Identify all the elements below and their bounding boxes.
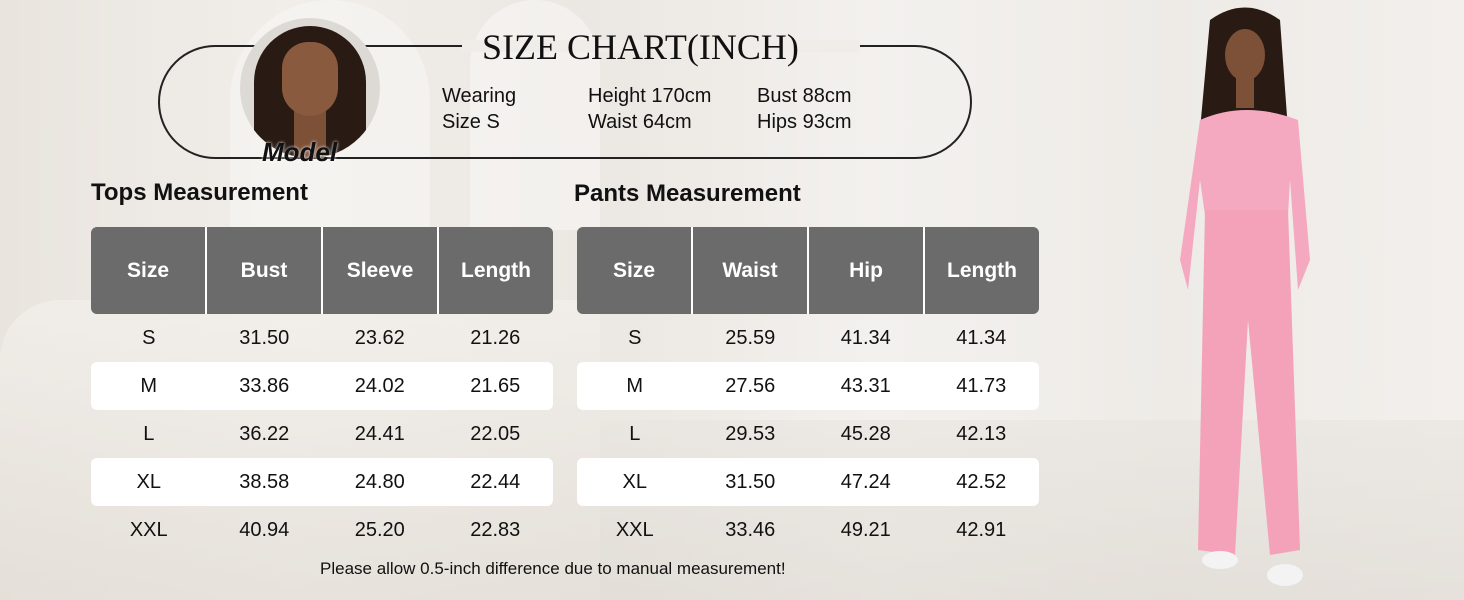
table-row: L 29.53 45.28 42.13 (577, 410, 1039, 458)
measurement-note: Please allow 0.5-inch difference due to … (320, 559, 786, 578)
background-sofa (0, 300, 600, 600)
info-text: Bust 88cm (757, 85, 852, 107)
table-cell: 42.13 (956, 422, 1007, 445)
table-cell: XL (136, 470, 161, 493)
column-header: Hip (809, 227, 925, 314)
table-cell: 41.73 (956, 374, 1007, 397)
table-cell: 22.05 (470, 422, 521, 445)
table-cell: 24.41 (354, 422, 405, 445)
table-cell: 24.02 (354, 374, 405, 397)
table-cell: 42.91 (956, 518, 1007, 541)
table-cell: 21.65 (470, 374, 521, 397)
info-text: Size S (442, 111, 500, 133)
column-header: Length (947, 258, 1017, 282)
table-row: XL 31.50 47.24 42.52 (577, 458, 1039, 506)
table-cell: 47.24 (840, 470, 891, 493)
model-avatar (240, 18, 380, 158)
table-cell: 33.46 (725, 518, 776, 541)
table-cell: 40.94 (239, 518, 290, 541)
table-row: S 25.59 41.34 41.34 (577, 314, 1039, 362)
pants-table: Size Waist Hip Length S 25.59 41.34 41.34 M 27.56… (577, 227, 1039, 554)
table-cell: 41.34 (956, 326, 1007, 349)
column-header: Size (91, 227, 207, 314)
title-gap (462, 40, 860, 52)
table-cell: 42.52 (956, 470, 1007, 493)
table-cell: L (143, 422, 155, 445)
column-header: Length (461, 258, 531, 282)
table-row: L 36.22 24.41 22.05 (91, 410, 553, 458)
table-row: XL 38.58 24.80 22.44 (91, 458, 553, 506)
table-cell: S (142, 326, 156, 349)
table-cell: 31.50 (725, 470, 776, 493)
model-label: Model (262, 137, 338, 167)
model-photo (1180, 7, 1310, 586)
table-cell: 27.56 (725, 374, 776, 397)
table-cell: 22.83 (470, 518, 521, 541)
column-header: Bust (207, 227, 323, 314)
background-window (470, 0, 600, 230)
info-height-waist: Height 170cm Waist 64cm (588, 83, 711, 135)
table-cell: 25.59 (725, 326, 776, 349)
table-cell: 24.80 (354, 470, 405, 493)
table-cell: L (629, 422, 641, 445)
column-header: Size (577, 227, 693, 314)
tops-table: Size Bust Sleeve Length S 31.50 23.62 21.26 M 33.… (91, 227, 553, 554)
info-text: Height 170cm (588, 85, 712, 107)
info-text: Hips 93cm (757, 111, 852, 133)
background-floor (600, 420, 1464, 600)
table-row: S 31.50 23.62 21.26 (91, 314, 553, 362)
table-header: Size Waist Hip Length (577, 227, 1039, 314)
table-cell: 41.34 (840, 326, 891, 349)
info-text: Waist 64cm (588, 111, 692, 133)
table-cell: XXL (615, 518, 654, 541)
table-cell: 38.58 (239, 470, 290, 493)
table-cell: M (140, 374, 158, 397)
table-cell: 22.44 (470, 470, 521, 493)
table-cell: 31.50 (239, 326, 290, 349)
table-cell: 45.28 (840, 422, 891, 445)
page-title: SIZE CHART(INCH) (482, 27, 799, 67)
tops-title: Tops Measurement (91, 179, 308, 206)
column-header: Sleeve (323, 227, 439, 314)
table-row: XXL 33.46 49.21 42.91 (577, 506, 1039, 554)
table-cell: S (628, 326, 642, 349)
table-cell: 49.21 (840, 518, 891, 541)
table-row: M 27.56 43.31 41.73 (577, 362, 1039, 410)
table-cell: 23.62 (354, 326, 405, 349)
column-header: Waist (693, 227, 809, 314)
table-cell: 21.26 (470, 326, 521, 349)
table-cell: 43.31 (840, 374, 891, 397)
table-cell: XXL (129, 518, 168, 541)
info-bust-hips: Bust 88cm Hips 93cm (757, 83, 851, 135)
info-wearing: Wearing Size S (442, 83, 516, 135)
table-header: Size Bust Sleeve Length (91, 227, 553, 314)
table-cell: M (626, 374, 644, 397)
info-text: Wearing (442, 85, 517, 107)
table-cell: 36.22 (239, 422, 290, 445)
table-row: XXL 40.94 25.20 22.83 (91, 506, 553, 554)
pants-title: Pants Measurement (574, 180, 801, 207)
table-cell: XL (622, 470, 647, 493)
table-cell: 33.86 (239, 374, 290, 397)
table-row: M 33.86 24.02 21.65 (91, 362, 553, 410)
table-cell: 29.53 (725, 422, 776, 445)
table-cell: 25.20 (354, 518, 405, 541)
